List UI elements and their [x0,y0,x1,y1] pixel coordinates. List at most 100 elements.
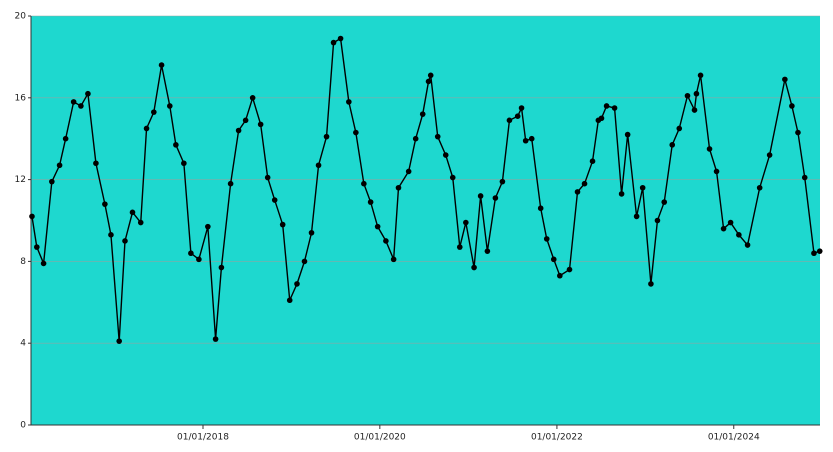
point [633,213,640,220]
point [279,221,286,228]
point [654,217,661,224]
y-tick-label: 12 [15,175,26,185]
point [499,178,506,185]
plot-area [31,16,820,425]
point [518,105,525,111]
point [598,115,605,122]
point [691,107,698,113]
point [116,338,122,344]
line [31,37,820,342]
point [249,95,256,101]
point [173,142,179,148]
point [93,160,99,167]
point [744,242,751,248]
point [434,133,441,140]
y-tick-label: 4 [20,339,26,349]
point [158,62,165,68]
point [618,191,625,197]
point [477,193,484,199]
point [471,264,477,271]
point [70,99,77,105]
point [143,125,150,132]
point [727,219,734,226]
y-tick-label: 16 [15,93,27,103]
point [294,281,300,287]
point [713,168,720,175]
point [196,256,202,263]
point [301,258,308,265]
point [102,201,108,207]
y-tick-label: 20 [15,12,27,22]
point [639,184,646,191]
point [346,99,352,105]
point [122,238,128,244]
point [383,238,389,244]
point [315,162,322,169]
point [789,103,795,109]
point [405,168,412,175]
point [795,129,801,136]
point [427,72,434,79]
point [257,121,264,128]
point [537,205,544,212]
point [353,129,359,136]
point [624,131,631,138]
point [56,162,63,169]
point [129,209,136,216]
point [706,146,713,152]
point [603,103,610,109]
point [286,297,293,304]
point [492,195,499,201]
point [766,152,773,158]
point [40,260,47,267]
point [782,76,788,83]
x-tick-label: 01/01/2020 [354,433,406,443]
point [684,92,691,99]
point [49,178,55,185]
point [212,336,219,342]
point [506,117,513,124]
point [412,135,419,142]
point [308,229,315,236]
point [522,137,529,144]
point [514,113,521,120]
point [167,103,173,109]
x-tick-label: 01/01/2024 [708,433,760,443]
point [676,125,683,132]
point [574,189,581,195]
point [62,135,69,142]
point [697,72,704,79]
y-tick-label: 0 [20,421,26,431]
point [235,127,242,134]
point [108,232,114,238]
point [566,266,573,273]
point [367,199,374,205]
point [323,133,330,140]
point [648,281,654,287]
point [801,174,808,181]
point [227,180,234,187]
point [29,213,35,220]
point [442,152,449,158]
point [550,256,557,263]
point [611,105,618,111]
x-tick-label: 01/01/2022 [531,433,583,443]
point [390,256,397,263]
point [395,184,402,191]
point [419,111,426,117]
point [693,90,700,97]
point [188,250,194,257]
point [242,117,249,124]
point [811,250,817,257]
point [816,248,823,254]
point [181,160,187,167]
point [137,219,144,226]
x-tick-label: 01/01/2018 [177,433,229,443]
point [330,39,337,46]
point [361,180,367,187]
point [720,225,727,232]
y-tick-label: 8 [20,257,26,267]
point [218,264,225,271]
point [205,223,211,230]
